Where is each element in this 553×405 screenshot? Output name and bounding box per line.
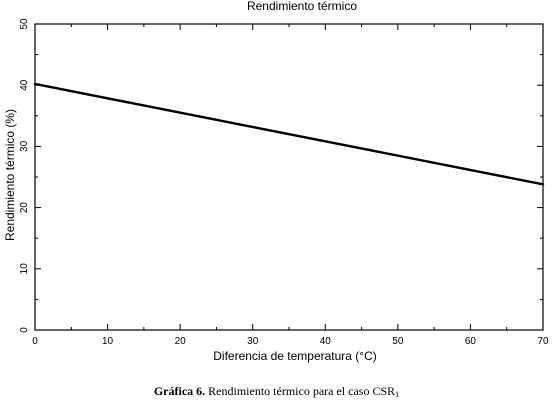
y-tick-label: 10 — [19, 263, 30, 275]
y-tick-label: 30 — [19, 140, 30, 152]
plot-frame — [34, 23, 544, 331]
x-tick-label: 20 — [175, 336, 187, 347]
x-axis-title: Diferencia de temperatura (°C) — [213, 349, 377, 363]
series-line — [33, 82, 545, 186]
caption-text: Rendimiento térmico para el caso CSR — [208, 384, 396, 398]
x-tick-label: 70 — [537, 336, 549, 347]
y-axis-title: Rendimiento térmico (%) — [3, 109, 17, 241]
y-tick-label: 20 — [19, 202, 30, 214]
x-tick-label: 0 — [32, 336, 38, 347]
chart-title: Rendimiento térmico — [247, 0, 357, 13]
x-tick-label: 40 — [320, 336, 332, 347]
y-tick-label: 50 — [19, 18, 30, 30]
x-tick-label: 50 — [392, 336, 404, 347]
x-tick-label: 30 — [247, 336, 259, 347]
figure-caption: Gráfica 6. Rendimiento térmico para el c… — [0, 384, 553, 399]
x-tick-label: 10 — [102, 336, 114, 347]
y-tick-label: 0 — [19, 327, 30, 333]
caption-label: Gráfica 6. — [153, 384, 206, 398]
caption-subscript: 1 — [395, 390, 400, 399]
series-layer — [33, 82, 545, 186]
y-tick-label: 40 — [19, 79, 30, 91]
y-axis-ticks: 0 10 20 30 40 50 — [19, 18, 543, 333]
x-axis-ticks: 0 10 20 30 40 50 60 70 — [32, 24, 549, 347]
chart: Rendimiento térmico 0 10 20 30 40 50 60 70 0 10 2… — [3, 0, 549, 363]
x-tick-label: 60 — [465, 336, 477, 347]
